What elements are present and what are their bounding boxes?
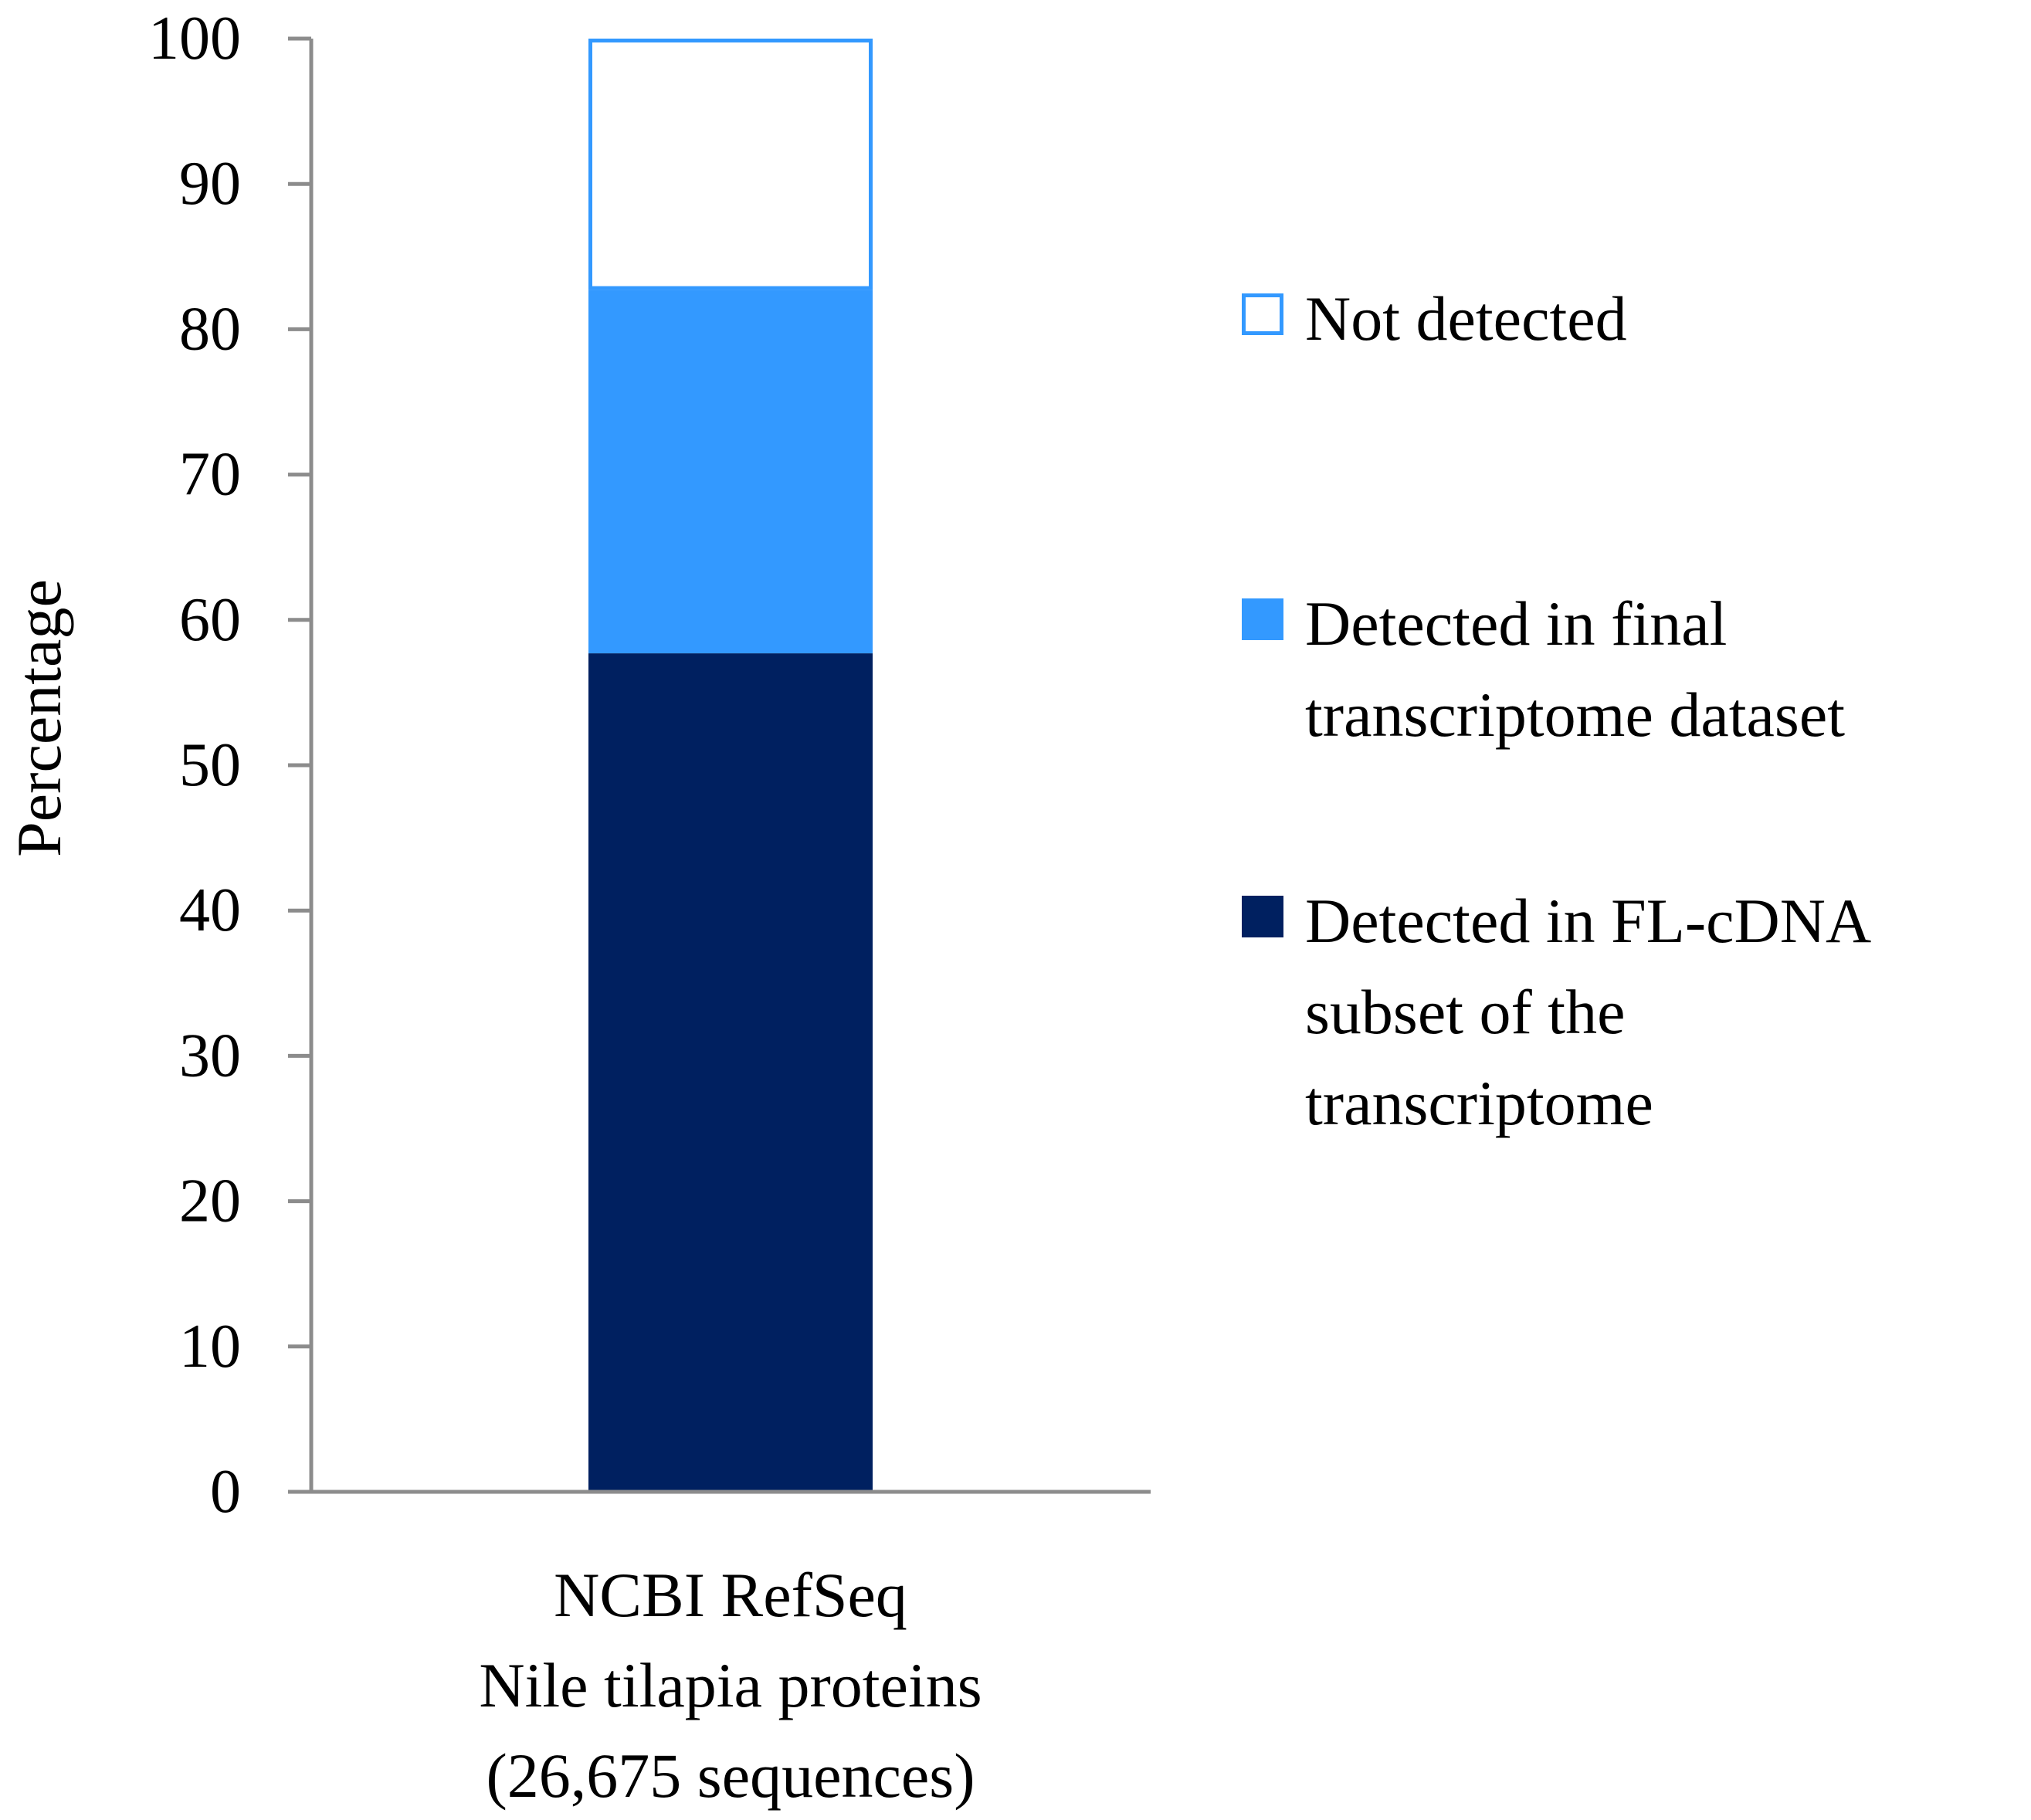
y-tick-label: 10 xyxy=(179,1313,241,1381)
x-tick-label: (26,675 sequences) xyxy=(486,1740,975,1811)
legend: Not detected Detected in final transcripto… xyxy=(1242,283,1871,1138)
bar-segment-3 xyxy=(588,39,873,290)
y-tick-label: 50 xyxy=(179,731,241,799)
x-tick-label: Nile tilapia proteins xyxy=(479,1650,982,1720)
y-tick-label: 100 xyxy=(148,5,241,73)
y-tick-label: 30 xyxy=(179,1022,241,1090)
legend-label: subset of the xyxy=(1305,977,1625,1047)
legend-label: Not detected xyxy=(1305,283,1627,354)
plot-area xyxy=(588,39,873,1493)
legend-label: transcriptome xyxy=(1305,1068,1653,1138)
bar-segment-2 xyxy=(588,290,873,654)
legend-label: transcriptome dataset xyxy=(1305,680,1845,750)
legend-label: Detected in final xyxy=(1305,588,1727,659)
y-tick-label: 20 xyxy=(179,1168,241,1235)
y-tick-label: 80 xyxy=(179,295,241,363)
legend-swatch xyxy=(1242,293,1283,335)
y-tick-label: 0 xyxy=(210,1458,241,1526)
legend-swatch xyxy=(1242,896,1283,937)
y-axis-label: Percentage xyxy=(4,579,74,857)
bar-segment-1 xyxy=(588,653,873,1493)
legend-item: Detected in FL-cDNA subset of the transcri… xyxy=(1242,886,1871,1138)
x-axis: NCBI RefSeq Nile tilapia proteins (26,675 … xyxy=(288,1490,1151,1811)
x-tick-label: NCBI RefSeq xyxy=(554,1560,907,1630)
y-tick-label: 40 xyxy=(179,876,241,944)
legend-swatch xyxy=(1242,598,1283,640)
legend-item: Not detected xyxy=(1242,283,1627,354)
legend-item: Detected in final transcriptome dataset xyxy=(1242,588,1845,750)
y-tick-label: 60 xyxy=(179,586,241,654)
legend-label: Detected in FL-cDNA xyxy=(1305,886,1871,956)
y-axis: 0 10 20 30 40 50 60 70 80 90 100 Percentage xyxy=(4,5,314,1526)
y-tick-label: 90 xyxy=(179,150,241,218)
y-tick-label: 70 xyxy=(179,441,241,509)
